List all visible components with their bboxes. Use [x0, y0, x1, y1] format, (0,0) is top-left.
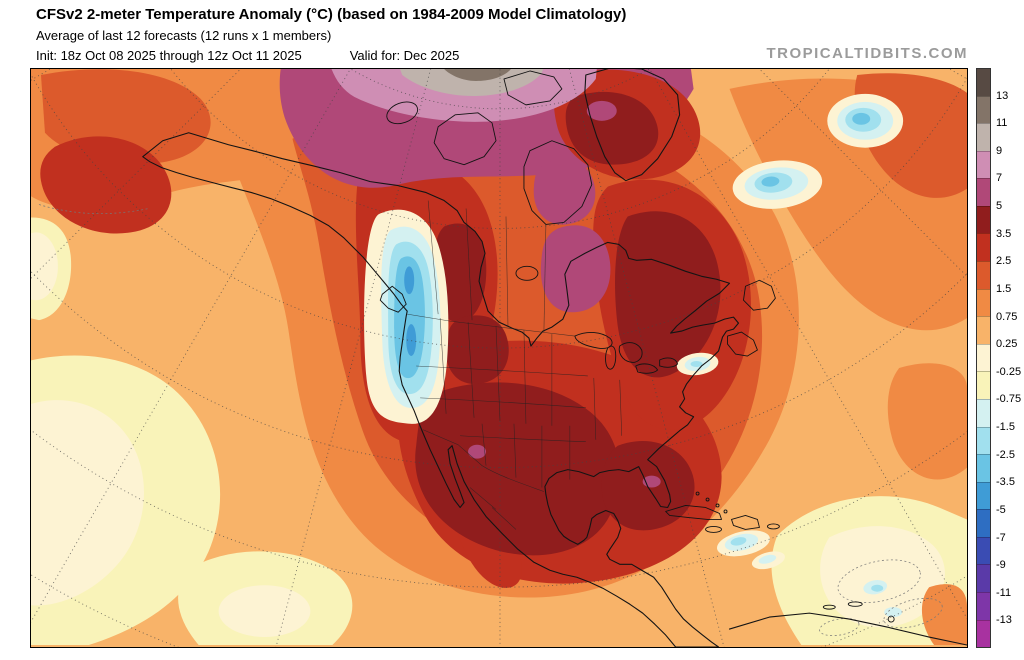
trinidad — [887, 615, 895, 623]
south-america-coastline — [728, 612, 967, 646]
colorbar-cell — [977, 205, 990, 234]
ellesmere-island — [503, 70, 563, 106]
colorbar-cell — [977, 178, 990, 206]
colorbar-label: 0.75 — [996, 310, 1018, 323]
colorbar-label: 11 — [996, 117, 1008, 130]
hispaniola — [731, 515, 760, 530]
colorbar-cell — [977, 426, 990, 455]
victoria-island — [433, 112, 497, 166]
colorbar-label: 13 — [996, 89, 1009, 102]
anomaly-map — [31, 69, 967, 647]
colorbar-cell — [977, 233, 990, 262]
graticule-layer — [31, 69, 967, 647]
chart-title: CFSv2 2-meter Temperature Anomaly (°C) (… — [36, 6, 627, 23]
colorbar-label: -0.25 — [996, 365, 1022, 378]
aleutian-arc — [38, 204, 149, 215]
colorbar-label: -2.5 — [996, 448, 1015, 461]
nova-scotia — [727, 331, 758, 357]
colorbar-cell — [977, 536, 990, 565]
colorbar-cell — [977, 481, 990, 510]
southampton-island — [515, 265, 539, 281]
colorbar-label: -13 — [996, 614, 1012, 627]
valid-time-label: Valid for: Dec 2025 — [349, 48, 460, 63]
us-mexico-border — [423, 429, 544, 492]
colorbar-cell — [977, 509, 990, 537]
colorbar-cell — [977, 123, 990, 151]
colorbar-label: 9 — [996, 144, 1003, 157]
puerto-rico — [766, 523, 780, 530]
antilles-island — [822, 604, 836, 610]
bahamas — [715, 503, 720, 508]
antilles-island — [847, 601, 863, 607]
colorbar-label: -5 — [996, 503, 1006, 516]
colorbar-cell — [977, 371, 990, 399]
colorbar-label: -11 — [996, 586, 1012, 599]
bahamas — [695, 491, 700, 496]
banks-island — [386, 101, 419, 125]
topo-contours-layer — [38, 204, 943, 637]
watermark: TROPICALTIDBITS.COM — [766, 45, 968, 62]
colorbar-cell — [977, 69, 990, 96]
colorbar-cell — [977, 398, 990, 427]
chart-subtitle: Average of last 12 forecasts (12 runs x … — [36, 28, 332, 43]
colorbar-cell — [977, 150, 990, 179]
great-lakes — [574, 332, 679, 374]
jamaica — [705, 525, 722, 533]
colorbar-cell — [977, 316, 990, 344]
map-frame — [30, 68, 968, 648]
colorbar-label: 3.5 — [996, 227, 1012, 240]
colorbar-cell — [977, 564, 990, 592]
greenland-coastline — [584, 69, 681, 182]
colorbar-label: -1.5 — [996, 421, 1015, 434]
colorbar — [976, 68, 991, 648]
colorbar-label: -7 — [996, 531, 1006, 544]
vancouver-island — [379, 285, 407, 313]
colorbar-label: 1.5 — [996, 282, 1012, 295]
colorbar-label: -0.75 — [996, 393, 1022, 406]
bahamas — [705, 497, 710, 502]
colorbar-label: -9 — [996, 559, 1006, 572]
colorbar-label: 7 — [996, 172, 1003, 185]
coastline-layer — [142, 69, 967, 647]
colorbar-label: 2.5 — [996, 255, 1012, 268]
colorbar-label: 5 — [996, 200, 1003, 213]
header: CFSv2 2-meter Temperature Anomaly (°C) (… — [36, 6, 966, 63]
colorbar-cell — [977, 619, 990, 648]
init-time-label: Init: 18z Oct 08 2025 through 12z Oct 11… — [36, 48, 302, 63]
colorbar-labels: 13 11 9 7 5 3.5 2.5 1.5 0.75 0.25 -0.25 -0.75 -1.5 -2… — [996, 68, 1024, 648]
colorbar-cell — [977, 95, 990, 124]
admin-borders-layer — [407, 200, 623, 530]
colorbar-label: -3.5 — [996, 476, 1015, 489]
colorbar-cell — [977, 261, 990, 289]
colorbar-label: 0.25 — [996, 338, 1018, 351]
colorbar-cell — [977, 454, 990, 482]
us-canada-border — [407, 313, 575, 337]
newfoundland-island — [743, 279, 776, 311]
warm-anomaly-fills — [31, 69, 967, 647]
cuba — [665, 505, 722, 520]
colorbar-cell — [977, 343, 990, 372]
colorbar-cell — [977, 591, 990, 620]
baffin-island — [523, 140, 593, 225]
north-america-coastline — [142, 132, 740, 647]
bahamas — [723, 509, 728, 514]
colorbar-cell — [977, 288, 990, 317]
run-info-row: Init: 18z Oct 08 2025 through 12z Oct 11… — [36, 48, 966, 63]
